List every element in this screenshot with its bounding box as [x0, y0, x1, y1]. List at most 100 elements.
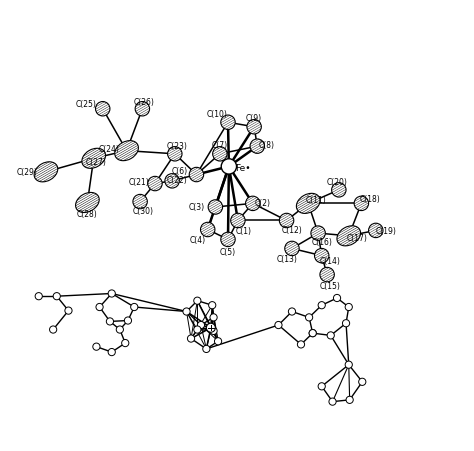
Circle shape — [309, 330, 316, 337]
Text: C(8): C(8) — [258, 141, 274, 150]
Text: C(14): C(14) — [319, 256, 340, 265]
Text: C(3): C(3) — [188, 202, 204, 211]
Text: C(25): C(25) — [76, 100, 97, 109]
Ellipse shape — [337, 226, 361, 246]
Circle shape — [183, 308, 190, 315]
Text: C(18): C(18) — [360, 195, 381, 204]
Text: C(2): C(2) — [255, 198, 271, 207]
Ellipse shape — [75, 193, 99, 213]
Circle shape — [246, 197, 260, 211]
Circle shape — [342, 320, 350, 327]
Circle shape — [194, 298, 201, 304]
Circle shape — [65, 307, 72, 314]
Circle shape — [194, 326, 201, 333]
Text: C(9): C(9) — [246, 114, 262, 123]
Text: C(16): C(16) — [311, 237, 332, 246]
Circle shape — [208, 200, 223, 215]
Circle shape — [285, 242, 299, 256]
Circle shape — [318, 302, 325, 309]
Circle shape — [106, 318, 114, 325]
Circle shape — [221, 233, 235, 247]
Text: C(27): C(27) — [86, 158, 107, 167]
Text: C(11): C(11) — [306, 196, 327, 205]
Circle shape — [345, 361, 352, 368]
Circle shape — [35, 293, 42, 300]
Circle shape — [108, 349, 115, 356]
Text: C(21): C(21) — [128, 178, 149, 187]
Circle shape — [329, 398, 336, 405]
Circle shape — [288, 308, 296, 315]
Circle shape — [108, 290, 115, 298]
Text: C(15): C(15) — [319, 281, 340, 290]
Circle shape — [345, 304, 352, 311]
Text: C(20): C(20) — [327, 178, 347, 187]
Text: C(22): C(22) — [166, 175, 187, 184]
Text: C(17): C(17) — [346, 234, 367, 243]
Text: C(24): C(24) — [98, 145, 119, 154]
Ellipse shape — [115, 141, 138, 161]
Circle shape — [203, 345, 210, 353]
Circle shape — [279, 214, 294, 228]
Circle shape — [346, 396, 353, 404]
Circle shape — [214, 338, 222, 345]
Circle shape — [197, 322, 205, 329]
Text: C(19): C(19) — [375, 226, 396, 235]
Circle shape — [213, 147, 227, 161]
Text: C(13): C(13) — [277, 254, 298, 263]
Text: C(28): C(28) — [77, 209, 98, 218]
Circle shape — [50, 326, 57, 333]
Text: C(23): C(23) — [166, 142, 187, 151]
Text: C(12): C(12) — [282, 226, 302, 235]
Circle shape — [250, 140, 264, 154]
Text: C(26): C(26) — [134, 98, 155, 107]
Circle shape — [209, 302, 216, 309]
Circle shape — [221, 116, 235, 130]
Circle shape — [359, 378, 366, 386]
Text: Fe•: Fe• — [235, 163, 251, 172]
Text: C(1): C(1) — [235, 226, 251, 235]
Circle shape — [95, 102, 110, 117]
Circle shape — [315, 249, 329, 263]
Circle shape — [165, 174, 179, 189]
Circle shape — [369, 224, 383, 238]
Circle shape — [201, 223, 215, 237]
Circle shape — [320, 268, 334, 282]
Circle shape — [332, 183, 346, 198]
Circle shape — [247, 120, 261, 135]
Ellipse shape — [296, 194, 320, 214]
Circle shape — [96, 304, 103, 311]
Circle shape — [122, 340, 129, 347]
Circle shape — [354, 197, 369, 211]
Circle shape — [210, 314, 217, 321]
Circle shape — [311, 226, 325, 241]
Text: C(10): C(10) — [207, 110, 228, 119]
Circle shape — [148, 177, 162, 191]
Text: C(5): C(5) — [220, 247, 236, 256]
Circle shape — [53, 293, 60, 300]
Circle shape — [221, 159, 237, 175]
Text: C(6): C(6) — [171, 167, 187, 176]
Circle shape — [305, 314, 313, 321]
Circle shape — [297, 341, 305, 348]
Circle shape — [275, 322, 282, 329]
Circle shape — [318, 383, 325, 390]
Circle shape — [327, 332, 334, 339]
Text: C(4): C(4) — [190, 235, 206, 244]
Ellipse shape — [82, 149, 106, 169]
Circle shape — [309, 330, 316, 337]
Text: C(30): C(30) — [132, 207, 153, 216]
Text: C(29): C(29) — [17, 168, 37, 177]
Text: C(7): C(7) — [212, 141, 228, 150]
Circle shape — [93, 343, 100, 350]
Circle shape — [131, 304, 138, 311]
Ellipse shape — [34, 162, 58, 183]
Circle shape — [133, 195, 147, 209]
Circle shape — [210, 327, 217, 335]
Circle shape — [116, 326, 123, 333]
Circle shape — [333, 295, 341, 302]
Circle shape — [187, 335, 195, 342]
Circle shape — [189, 168, 204, 182]
Circle shape — [168, 147, 182, 161]
Circle shape — [124, 317, 132, 324]
Circle shape — [135, 102, 150, 117]
